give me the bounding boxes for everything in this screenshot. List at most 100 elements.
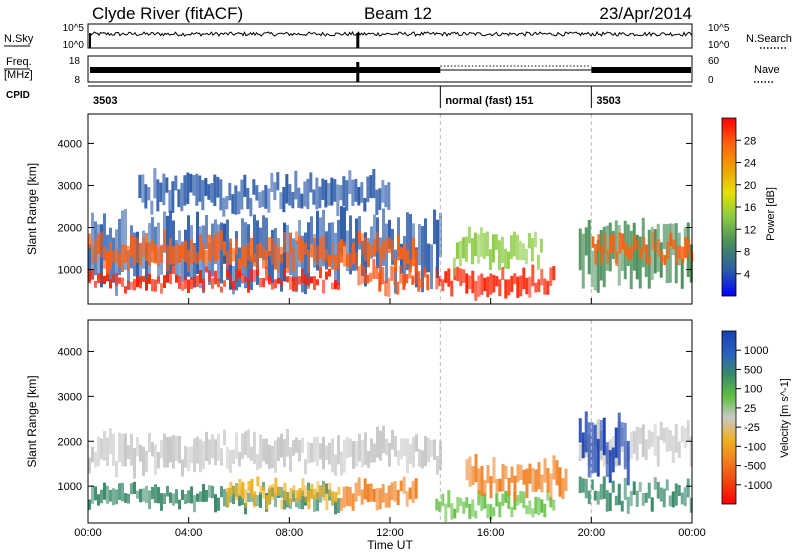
data-cell [232,449,235,464]
data-cell [687,238,691,254]
data-cell [624,242,628,257]
data-cell [94,486,97,501]
data-cell [385,223,388,284]
data-cell [671,491,675,508]
data-cell [169,271,172,285]
data-cell [414,263,418,284]
data-cell [364,237,367,262]
nsky-trace [89,30,692,48]
data-cell [139,444,142,462]
data-cell [91,485,94,504]
data-cell [316,492,319,512]
data-cell [477,490,481,506]
data-cell [455,242,459,259]
data-cell [683,427,687,449]
cpid-segments: 3503 normal (fast) 151 3503 [93,86,621,108]
data-cell [133,448,136,479]
data-cell [509,235,513,259]
data-cell [394,436,397,457]
data-cell [316,245,319,266]
data-cell [127,444,130,460]
data-cell [316,436,319,467]
data-cell [261,190,265,207]
data-cell [524,249,528,264]
data-cell [328,442,331,465]
data-cell [256,244,259,271]
data-cell [112,274,115,283]
data-cell [166,436,169,468]
data-cell [109,489,112,502]
data-cell [491,234,495,263]
data-cell [354,482,358,502]
data-cell [513,273,517,285]
data-cell [497,240,501,271]
data-cell [331,490,335,505]
data-cell [660,251,664,262]
data-cell [501,267,505,280]
data-cell [519,275,523,297]
data-cell [534,282,538,293]
data-cell [262,278,265,288]
data-cell [531,468,535,492]
data-cell [174,175,178,191]
data-cell [681,246,685,264]
data-cell [436,219,439,278]
y-tick-label: 2000 [58,436,82,448]
data-cell [213,174,217,207]
data-cell [301,268,304,283]
data-cell [492,456,496,484]
y-tick-label: 2000 [58,222,82,234]
data-cell [465,273,469,294]
data-cell [177,189,181,208]
data-cell [418,448,421,467]
data-cell [136,437,139,457]
data-cell [378,188,382,210]
data-cell [345,180,349,211]
data-cell [216,176,220,198]
data-cell [343,242,346,267]
colorbar-tick-label: 100 [744,384,762,396]
data-cell [654,242,658,253]
freq-trace [90,62,691,82]
data-cell [476,234,480,264]
data-cell [627,247,631,261]
data-cell [172,265,175,275]
data-cell [504,465,508,480]
data-cell [361,439,364,468]
nsky-right-top-tick: 10^5 [708,23,730,34]
data-cell [273,182,277,201]
data-cell [229,481,233,497]
data-cell [321,178,325,200]
data-cell [427,243,430,273]
data-cell [525,277,529,295]
data-cell [537,497,541,516]
data-cell [665,427,669,452]
cpid-label: CPID [6,90,30,101]
data-cell [591,236,595,248]
data-cell [307,490,311,510]
data-cell [608,439,612,457]
data-cell [415,434,418,452]
data-cell [400,247,403,260]
data-cell [259,242,262,258]
data-cell [358,433,361,462]
data-cell [112,488,115,506]
data-cell [686,478,690,498]
data-cell [426,274,430,291]
data-cell [328,482,332,497]
data-cell [617,412,621,466]
data-cell [160,493,163,511]
data-cell [247,492,250,503]
data-cell [638,236,642,289]
data-cell [328,268,331,277]
data-cell [190,486,193,504]
data-cell [115,229,118,296]
data-cell [382,208,385,266]
data-cell [124,286,127,294]
data-cell [292,440,295,456]
data-cell [244,276,247,283]
data-cell [289,276,292,290]
data-cell [313,488,317,499]
data-cell [471,499,475,517]
data-cell [645,245,649,264]
